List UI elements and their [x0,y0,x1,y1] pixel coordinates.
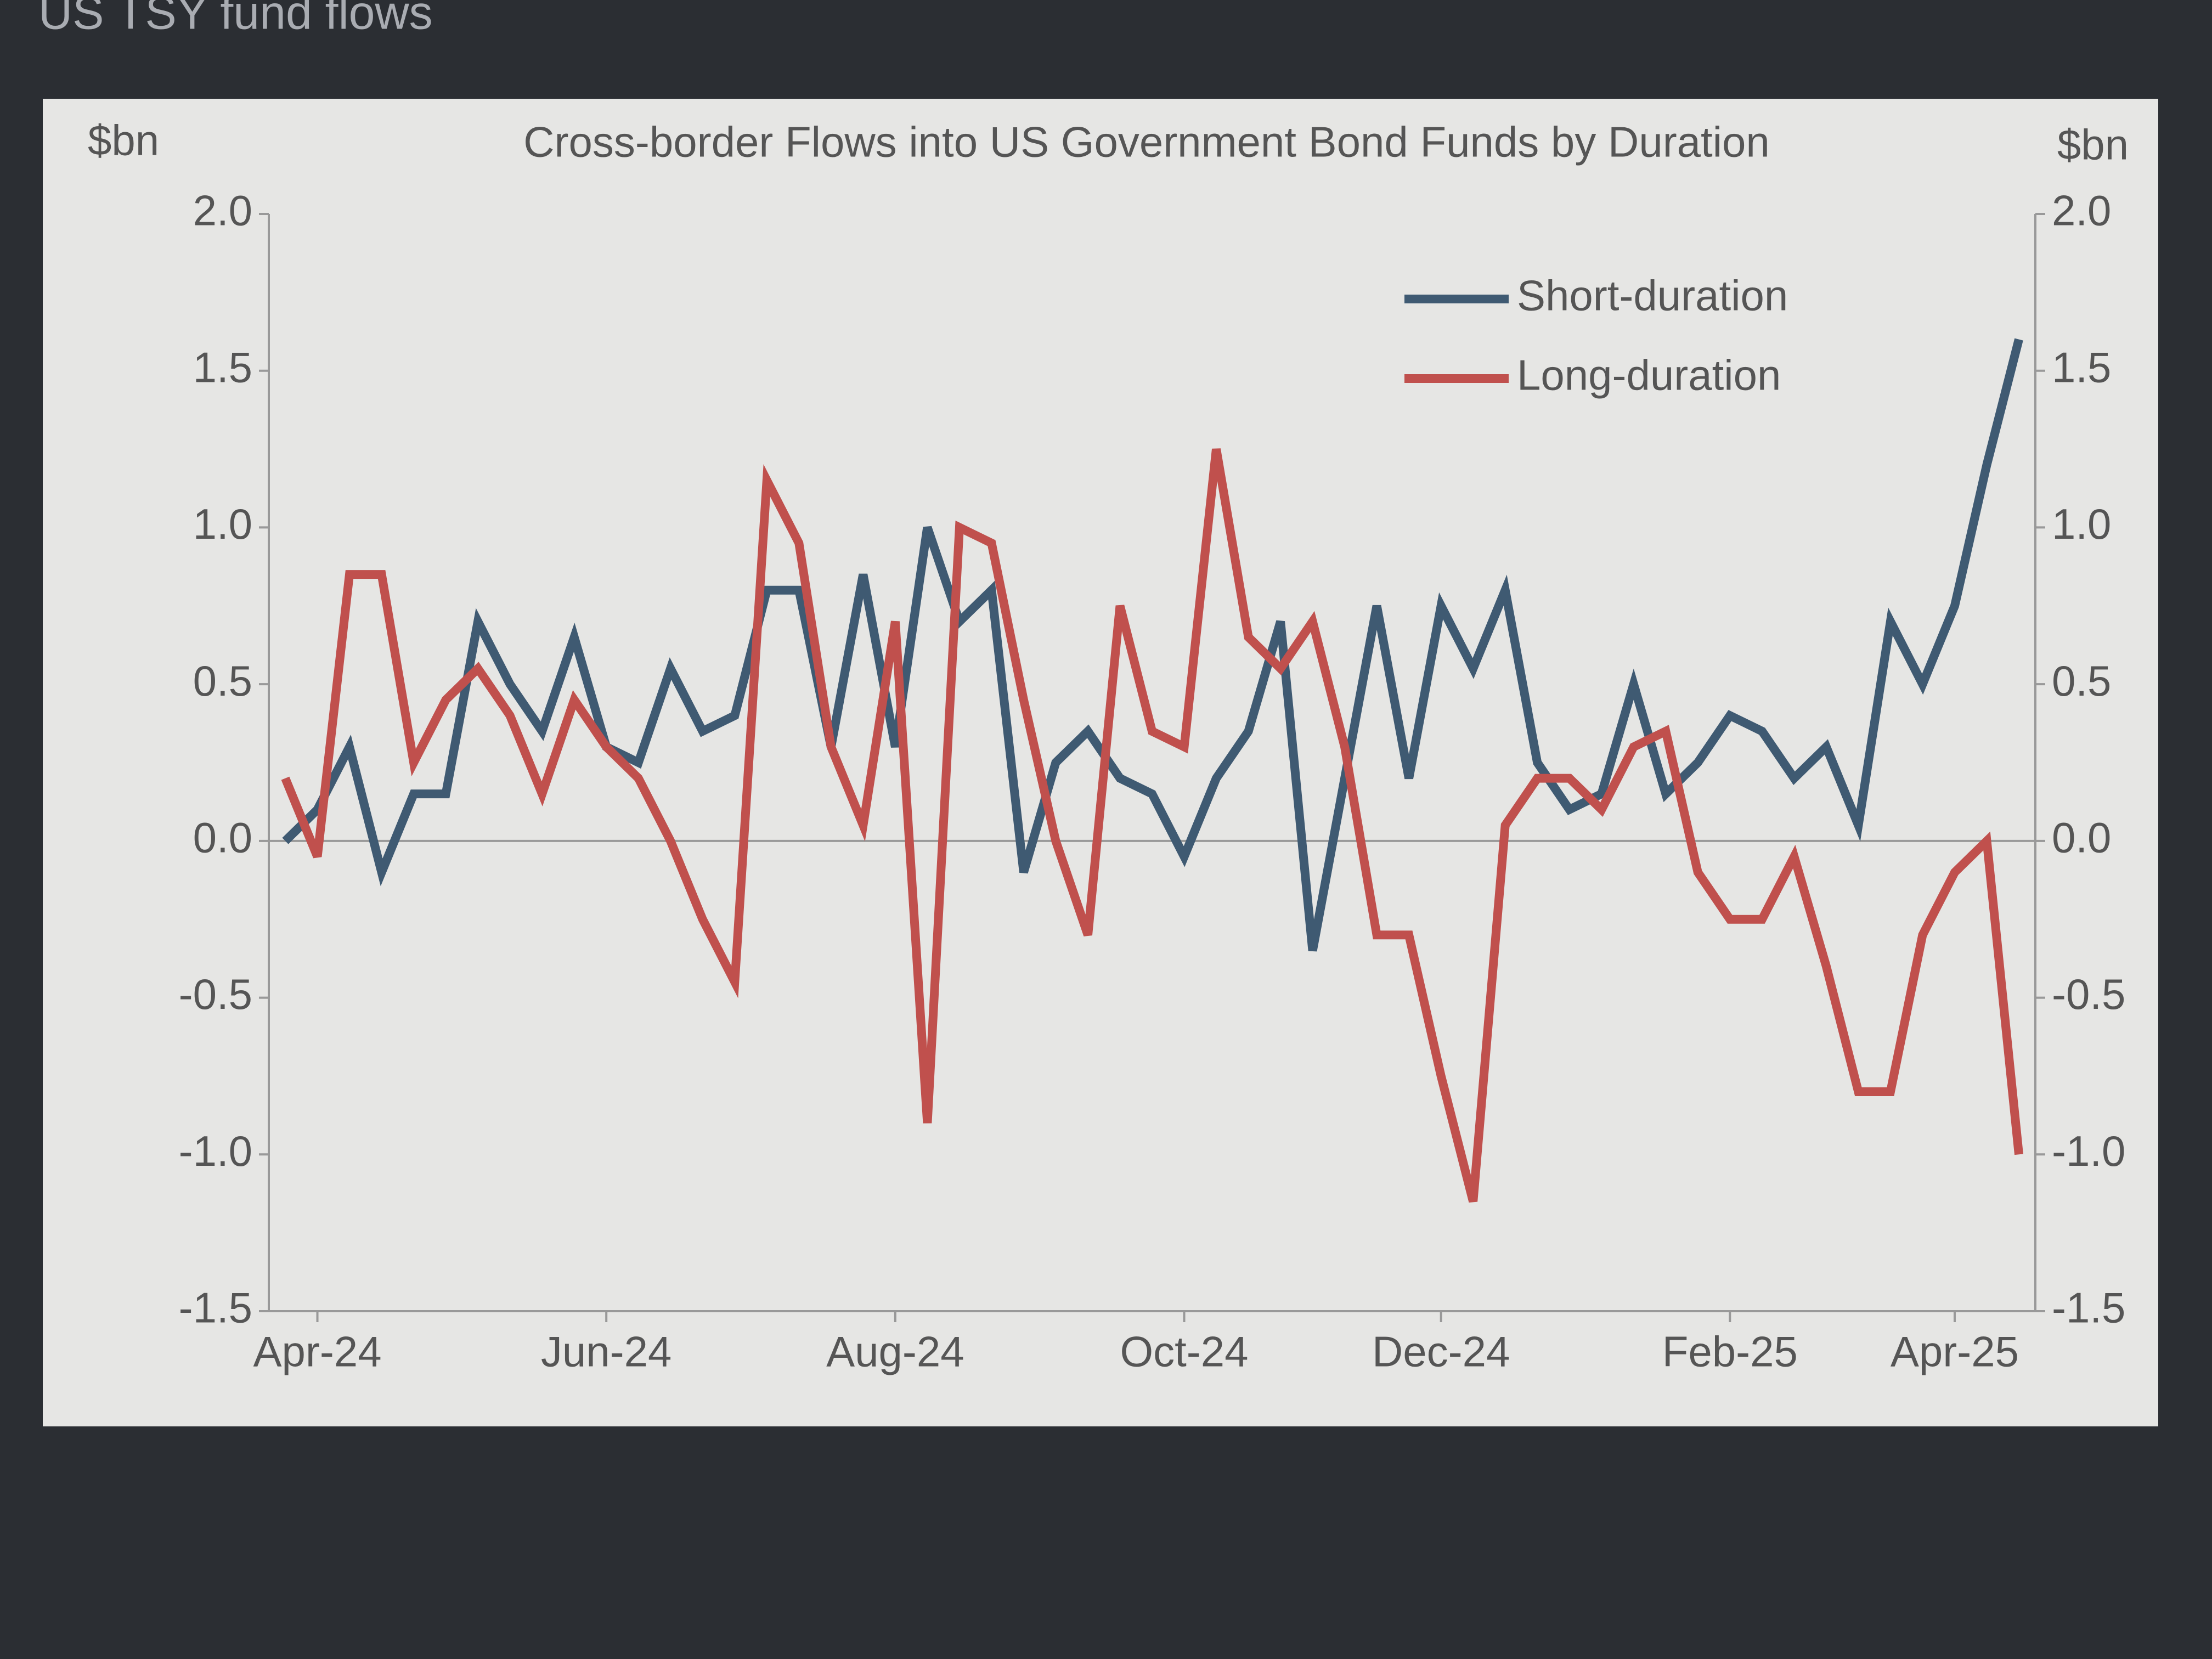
y2-tick-label: 1.0 [2052,500,2111,548]
y-tick-label: 0.5 [193,657,252,705]
page-title: US TSY fund flows [38,0,433,40]
y2-tick-label: 0.5 [2052,657,2111,705]
y2-tick-label: -1.0 [2052,1127,2125,1175]
y2-axis-label: $bn [2057,121,2129,169]
y-tick-label: 1.5 [193,343,252,391]
x-tick-label: Jun-24 [541,1328,672,1376]
x-tick-label: Oct-24 [1120,1328,1248,1376]
y2-tick-label: -0.5 [2052,970,2125,1018]
y-tick-label: -1.0 [179,1127,252,1175]
chart-title: Cross-border Flows into US Government Bo… [523,118,1770,166]
y2-tick-label: 1.5 [2052,343,2111,391]
y-axis-label: $bn [88,116,159,165]
y2-tick-label: -1.5 [2052,1284,2125,1332]
x-tick-label: Dec-24 [1372,1328,1510,1376]
y-tick-label: -1.5 [179,1284,252,1332]
y-tick-label: -0.5 [179,970,252,1018]
series-line [282,338,2023,952]
y2-tick-label: 2.0 [2052,187,2111,235]
y-tick-label: 2.0 [193,187,252,235]
y-tick-label: 0.0 [193,813,252,861]
x-tick-label: Apr-24 [253,1328,381,1376]
x-tick-label: Apr-25 [1891,1328,2019,1376]
series-line [281,448,2023,1203]
legend-label: Long-duration [1517,351,1781,399]
x-tick-label: Aug-24 [826,1328,964,1376]
legend-label: Short-duration [1517,272,1788,320]
x-tick-label: Feb-25 [1662,1328,1798,1376]
y2-tick-label: 0.0 [2052,813,2111,861]
y-tick-label: 1.0 [193,500,252,548]
